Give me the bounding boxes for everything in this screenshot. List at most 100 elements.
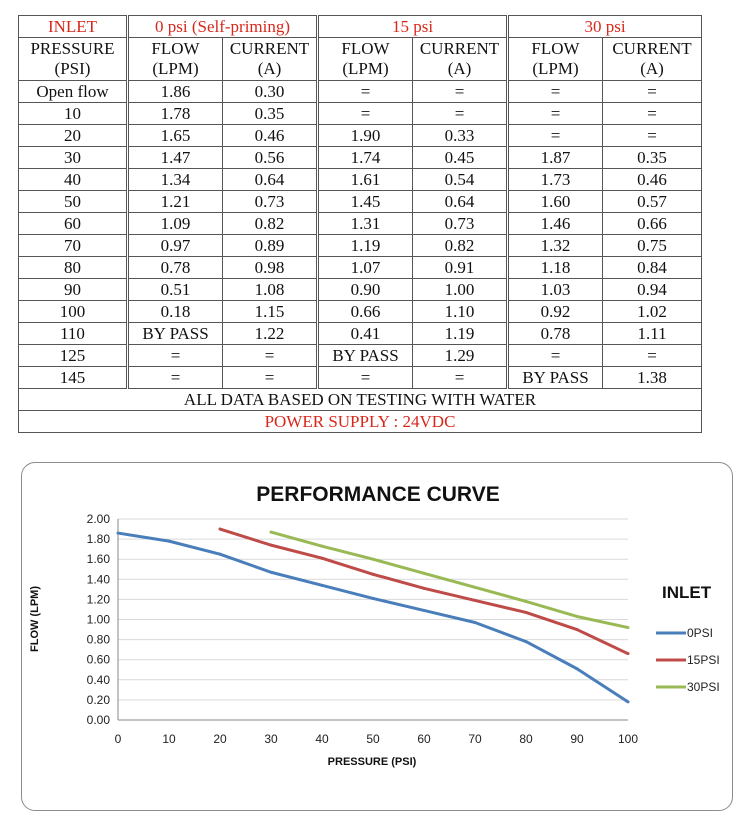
y-axis-label: FLOW (LPM) xyxy=(29,586,41,652)
header-line2: (LPM) xyxy=(342,59,389,78)
group-inlet: INLET xyxy=(18,15,128,38)
flow-cell: 1.87 xyxy=(506,146,604,169)
data-point xyxy=(269,570,273,574)
data-point xyxy=(269,543,273,547)
current-cell: 1.29 xyxy=(412,344,509,367)
header-line2: (LPM) xyxy=(532,59,579,78)
current-cell: 0.89 xyxy=(221,234,319,257)
current-cell: = xyxy=(412,80,509,103)
data-point xyxy=(422,586,426,590)
current-cell: 0.64 xyxy=(412,190,509,213)
legend-title: INLET xyxy=(662,583,712,602)
data-point xyxy=(473,585,477,589)
data-point xyxy=(524,610,528,614)
flow-cell: 1.74 xyxy=(316,146,414,169)
pressure-cell: 110 xyxy=(18,322,128,345)
current-cell: = xyxy=(602,344,703,367)
flow-cell: = xyxy=(506,344,604,367)
current-cell: = xyxy=(412,102,509,125)
flow-cell: 1.47 xyxy=(126,146,223,169)
data-point xyxy=(626,652,630,656)
flow-cell: = xyxy=(506,124,604,147)
flow-cell: 1.07 xyxy=(316,256,414,279)
current-cell: 0.33 xyxy=(412,124,509,147)
y-tick-label: 1.00 xyxy=(87,613,111,627)
current-cell: = xyxy=(602,80,703,103)
table-row: 70 0.97 0.89 1.19 0.82 1.32 0.75 xyxy=(18,234,703,257)
y-tick-label: 1.60 xyxy=(87,552,111,566)
y-tick-label: 1.80 xyxy=(87,532,111,546)
current-cell: 1.15 xyxy=(221,300,319,323)
x-axis-label: PRESSURE (PSI) xyxy=(328,756,417,768)
flow-cell: 1.46 xyxy=(506,212,604,235)
x-tick-label: 10 xyxy=(162,732,176,746)
pressure-cell: 70 xyxy=(18,234,128,257)
y-tick-label: 2.00 xyxy=(87,512,111,526)
header-current: CURRENT (A) xyxy=(602,37,703,81)
data-point xyxy=(524,599,528,603)
data-point xyxy=(320,583,324,587)
pressure-cell: 50 xyxy=(18,190,128,213)
pressure-cell: 20 xyxy=(18,124,128,147)
x-tick-label: 0 xyxy=(115,732,122,746)
table-row: 145 = = = = BY PASS 1.38 xyxy=(18,366,703,389)
current-cell: = xyxy=(602,124,703,147)
header-line1: FLOW xyxy=(151,39,200,58)
series-layer xyxy=(116,527,630,704)
flow-cell: 1.34 xyxy=(126,168,223,191)
flow-cell: 1.61 xyxy=(316,168,414,191)
legend-label: 15PSI xyxy=(687,653,720,667)
flow-cell: = xyxy=(316,80,414,103)
flow-cell: = xyxy=(316,102,414,125)
pressure-cell: 60 xyxy=(18,212,128,235)
current-cell: 1.22 xyxy=(221,322,319,345)
data-point xyxy=(422,571,426,575)
current-cell: 0.30 xyxy=(221,80,319,103)
flow-cell: = xyxy=(506,102,604,125)
current-cell: 0.45 xyxy=(412,146,509,169)
flow-cell: = xyxy=(316,366,414,389)
header-pressure: PRESSURE (PSI) xyxy=(18,37,128,81)
x-tick-label: 100 xyxy=(618,732,638,746)
flow-cell: 1.65 xyxy=(126,124,223,147)
series-line-15psi xyxy=(219,527,629,656)
x-tick-label: 20 xyxy=(213,732,227,746)
current-cell: 0.82 xyxy=(221,212,319,235)
current-cell: 0.46 xyxy=(602,168,703,191)
current-cell: 1.11 xyxy=(602,322,703,345)
current-cell: 0.84 xyxy=(602,256,703,279)
chart-panel: PERFORMANCE CURVE 0.00 0.20 0.40 0.60 0.80 1.… xyxy=(21,462,733,811)
current-cell: 0.75 xyxy=(602,234,703,257)
pressure-cell: 100 xyxy=(18,300,128,323)
power-supply-note: POWER SUPPLY : 24VDC xyxy=(17,410,703,433)
legend: 0PSI 15PSI 30PSI xyxy=(656,626,720,694)
table-row: 80 0.78 0.98 1.07 0.91 1.18 0.84 xyxy=(18,256,703,279)
y-tick-label: 0.80 xyxy=(87,633,111,647)
data-point xyxy=(422,608,426,612)
flow-cell: BY PASS xyxy=(316,344,414,367)
table-row: 40 1.34 0.64 1.61 0.54 1.73 0.46 xyxy=(18,168,703,191)
header-flow: FLOW (LPM) xyxy=(316,37,414,81)
table-row: 90 0.51 1.08 0.90 1.00 1.03 0.94 xyxy=(18,278,703,301)
flow-cell: 0.51 xyxy=(126,278,223,301)
current-cell: 0.91 xyxy=(412,256,509,279)
header-line2: (A) xyxy=(447,59,472,78)
current-cell: = xyxy=(412,366,509,389)
table-body: INLET 0 psi (Self-priming) 15 psi 30 psi… xyxy=(18,15,703,389)
flow-cell: 1.78 xyxy=(126,102,223,125)
current-cell: 0.73 xyxy=(221,190,319,213)
pressure-cell: Open flow xyxy=(18,80,128,103)
header-flow: FLOW (LPM) xyxy=(506,37,604,81)
current-cell: 0.64 xyxy=(221,168,319,191)
data-point xyxy=(269,530,273,534)
current-cell: 0.66 xyxy=(602,212,703,235)
header-line1: PRESSURE xyxy=(30,39,115,58)
current-cell: = xyxy=(221,366,319,389)
pressure-cell: 90 xyxy=(18,278,128,301)
header-line1: CURRENT xyxy=(229,39,310,58)
y-tick-label: 1.20 xyxy=(87,592,111,606)
performance-table: INLET 0 psi (Self-priming) 15 psi 30 psi… xyxy=(17,15,703,433)
power-supply-row: POWER SUPPLY : 24VDC xyxy=(17,410,703,433)
table-row: 100 0.18 1.15 0.66 1.10 0.92 1.02 xyxy=(18,300,703,323)
pressure-cell: 10 xyxy=(18,102,128,125)
